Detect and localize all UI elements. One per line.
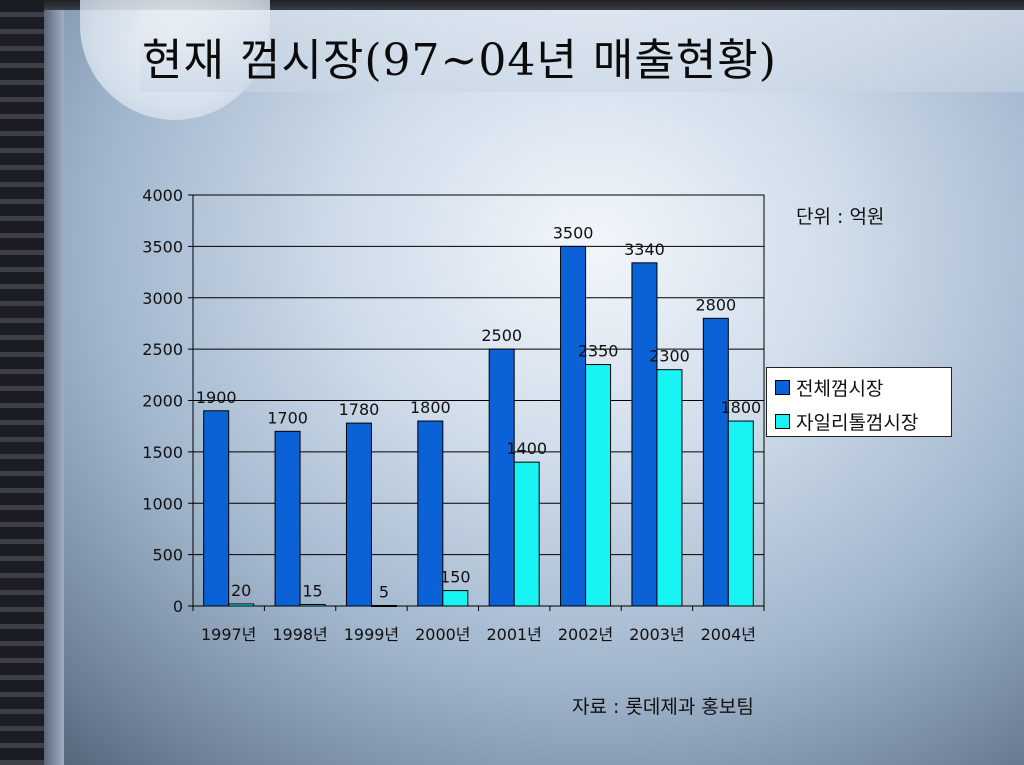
title-band [140,10,1024,92]
bar-xylitol [656,369,683,607]
x-tick-label: 2001년 [486,625,541,644]
data-label: 20 [231,581,251,600]
y-tick-label: 500 [152,546,183,565]
chart-legend: 전체껌시장 자일리톨껌시장 [766,367,952,437]
x-tick-label: 1997년 [201,625,256,644]
bar-total [345,422,372,607]
legend-label-xylitol: 자일리톨껌시장 [796,411,919,434]
data-label: 2350 [578,342,619,361]
data-label: 1700 [267,408,308,427]
slide-left-frame-edge [44,10,64,765]
bar-total [203,410,230,607]
data-label: 2800 [695,295,736,314]
y-tick-label: 2000 [142,392,183,411]
legend-label-total: 전체껌시장 [796,377,884,400]
x-tick-label: 2004년 [701,625,756,644]
y-tick-label: 4000 [142,186,183,205]
bar-xylitol [513,461,540,607]
y-tick-label: 1500 [142,443,183,462]
slide-title: 현재 껌시장(97~04년 매출현황) [142,35,777,86]
bar-total [417,420,444,607]
unit-label: 단위 : 억원 [796,206,885,228]
data-label: 1900 [196,388,237,407]
data-label: 3500 [553,223,594,242]
x-tick-label: 2003년 [629,625,684,644]
x-tick-label: 2000년 [415,625,470,644]
bar-xylitol [585,364,612,607]
data-label: 15 [302,581,322,600]
bar-xylitol [370,604,397,607]
slide-top-frame [0,0,1024,10]
source-label: 자료 : 롯데제과 홍보팀 [572,696,754,718]
bar-xylitol [442,590,469,607]
y-tick-label: 2500 [142,340,183,359]
data-label: 2500 [481,326,522,345]
legend-item-total: 전체껌시장 [775,374,883,400]
data-label: 150 [440,568,471,587]
y-tick-label: 3000 [142,289,183,308]
data-label: 2300 [649,347,690,366]
bar-total [274,430,301,607]
bar-total [488,348,515,607]
bar-total [702,317,729,607]
y-tick-label: 3500 [142,237,183,256]
legend-swatch-xylitol [775,413,790,429]
data-label: 1800 [720,398,761,417]
data-label: 1780 [339,400,380,419]
legend-item-xylitol: 자일리톨껌시장 [775,408,918,434]
data-label: 1800 [410,398,451,417]
legend-swatch-total [775,379,790,395]
slide-left-frame [0,0,44,765]
bar-total [560,245,587,607]
bar-xylitol [299,603,326,607]
y-tick-label: 0 [173,597,183,616]
bar-total [631,262,658,607]
x-tick-label: 1999년 [344,625,399,644]
data-label: 3340 [624,240,665,259]
bar-xylitol [228,603,255,607]
data-label: 1400 [506,439,547,458]
bar-xylitol [727,420,754,607]
x-tick-label: 2002년 [558,625,613,644]
y-tick-label: 1000 [142,494,183,513]
x-tick-label: 1998년 [272,625,327,644]
data-label: 5 [379,582,389,601]
